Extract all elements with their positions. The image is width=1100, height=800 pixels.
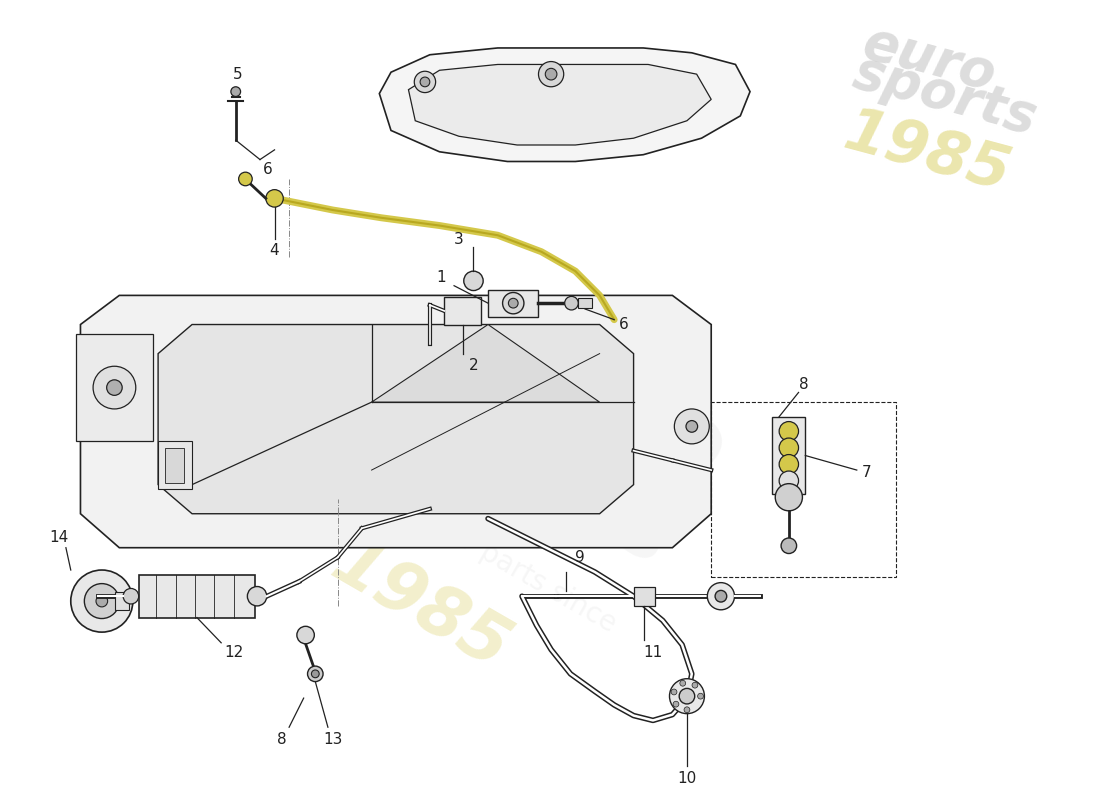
Circle shape [715, 590, 727, 602]
Circle shape [231, 86, 241, 97]
Circle shape [679, 689, 695, 704]
Circle shape [674, 409, 710, 444]
Text: 8: 8 [799, 377, 808, 392]
Bar [116, 592, 129, 610]
Text: 8: 8 [277, 732, 287, 747]
Text: 9: 9 [575, 550, 585, 565]
Bar [634, 586, 654, 606]
Text: passion for parts since: passion for parts since [336, 457, 622, 638]
Circle shape [508, 298, 518, 308]
Bar [444, 298, 481, 325]
Circle shape [692, 682, 697, 688]
Circle shape [94, 366, 135, 409]
Polygon shape [408, 65, 712, 145]
Circle shape [697, 694, 703, 699]
Circle shape [673, 702, 679, 707]
Circle shape [779, 471, 799, 490]
Circle shape [779, 422, 799, 441]
Bar [158, 441, 192, 490]
Text: euro: euro [444, 274, 745, 510]
Polygon shape [372, 325, 600, 402]
Circle shape [248, 586, 267, 606]
Text: sports: sports [847, 46, 1042, 145]
Circle shape [564, 296, 579, 310]
Circle shape [123, 589, 139, 604]
Text: 1985: 1985 [837, 102, 1016, 203]
Text: 12: 12 [224, 645, 243, 660]
Text: 1: 1 [437, 270, 447, 286]
Text: 6: 6 [263, 162, 273, 177]
Circle shape [779, 454, 799, 474]
Circle shape [671, 689, 676, 695]
Circle shape [670, 678, 704, 714]
Circle shape [776, 484, 802, 511]
Bar [139, 575, 255, 618]
Bar [712, 402, 895, 577]
Polygon shape [158, 325, 634, 514]
Text: 2: 2 [469, 358, 478, 373]
Text: 1985: 1985 [320, 529, 520, 683]
Text: sports: sports [410, 380, 683, 580]
Circle shape [297, 626, 315, 644]
Text: 3: 3 [454, 232, 464, 246]
Bar [165, 448, 185, 482]
Circle shape [85, 584, 119, 618]
Circle shape [70, 570, 133, 632]
Circle shape [311, 670, 319, 678]
Bar [579, 298, 592, 308]
Circle shape [779, 438, 799, 458]
Bar [772, 417, 805, 494]
Circle shape [686, 421, 697, 432]
Circle shape [464, 271, 483, 290]
Bar [76, 334, 153, 441]
Text: 7: 7 [861, 465, 871, 479]
Circle shape [707, 582, 735, 610]
Text: 10: 10 [678, 771, 696, 786]
Circle shape [680, 680, 685, 686]
Circle shape [781, 538, 796, 554]
Circle shape [239, 172, 252, 186]
Circle shape [107, 380, 122, 395]
Bar [488, 290, 539, 317]
Circle shape [684, 707, 690, 713]
Text: 5: 5 [233, 66, 242, 82]
Circle shape [546, 68, 557, 80]
Text: 6: 6 [619, 317, 629, 332]
Text: euro: euro [857, 16, 1001, 102]
Polygon shape [80, 295, 712, 548]
Text: 11: 11 [644, 645, 662, 660]
Circle shape [539, 62, 563, 86]
Circle shape [308, 666, 323, 682]
Text: 4: 4 [270, 243, 279, 258]
Circle shape [415, 71, 436, 93]
Text: 13: 13 [323, 732, 342, 747]
Text: 14: 14 [50, 530, 68, 546]
Circle shape [503, 293, 524, 314]
Circle shape [420, 77, 430, 86]
Circle shape [266, 190, 284, 207]
Circle shape [96, 595, 108, 607]
Polygon shape [379, 48, 750, 162]
